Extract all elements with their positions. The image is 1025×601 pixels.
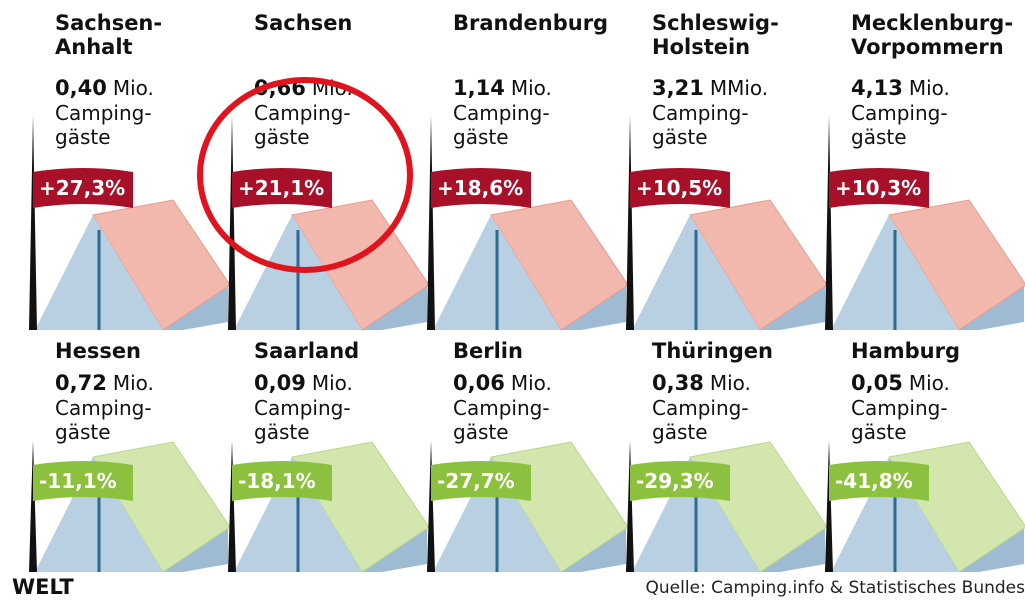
pole [29,115,37,330]
label: gäste [652,420,708,444]
pole [228,440,236,572]
unit: Mio. [511,371,552,395]
amount: 0,72 [55,371,107,395]
pole [825,440,833,572]
change: -29,3% [636,469,714,493]
amount: 0,05 [851,371,903,395]
label: Camping- [453,396,550,420]
unit: Mio. [113,76,154,100]
amount: 0,40 [55,76,107,100]
region-name: Sachsen [254,11,352,35]
unit: Mio. [113,371,154,395]
unit: Mio. [909,76,950,100]
amount: 1,14 [453,76,505,100]
region-name: Hamburg [851,339,960,363]
amount: 0,06 [453,371,505,395]
change: +18,6% [437,176,523,200]
change: +10,3% [835,176,921,200]
region-name: Mecklenburg- [851,11,1013,35]
pole [29,440,37,572]
infographic: +27,3%Sachsen-Anhalt0,40Mio.Camping-gäst… [0,0,1025,601]
amount: 3,21 [652,76,704,100]
label: Camping- [851,396,948,420]
region-name: Holstein [652,35,750,59]
change: -41,8% [835,469,913,493]
pole [626,440,634,572]
label: Camping- [55,396,152,420]
label: gäste [55,420,111,444]
region-name: Berlin [453,339,523,363]
region-name: Schleswig- [652,11,779,35]
label: gäste [55,125,111,149]
label: gäste [453,420,509,444]
label: gäste [453,125,509,149]
pole [626,115,634,330]
pole [228,115,236,330]
change: -11,1% [39,469,117,493]
amount: 4,13 [851,76,903,100]
unit: MMio. [710,76,768,100]
region-name: Sachsen- [55,11,162,35]
change: +10,5% [636,176,722,200]
unit: Mio. [909,371,950,395]
pole [427,440,435,572]
label: Camping- [652,396,749,420]
amount: 0,09 [254,371,306,395]
label: gäste [254,420,310,444]
unit: Mio. [710,371,751,395]
region-name: Saarland [254,339,359,363]
region-name: Thüringen [652,339,773,363]
pole [825,115,833,330]
label: gäste [851,420,907,444]
label: gäste [851,125,907,149]
change: -18,1% [238,469,316,493]
label: Camping- [254,396,351,420]
source: Quelle: Camping.info & Statistisches Bun… [646,578,1025,598]
label: Camping- [652,101,749,125]
logo: WELT [12,575,74,599]
region-name: Vorpommern [851,35,1004,59]
pole [427,115,435,330]
region-name: Anhalt [55,35,133,59]
unit: Mio. [312,371,353,395]
region-name: Hessen [55,339,141,363]
label: Camping- [851,101,948,125]
region-name: Brandenburg [453,11,608,35]
unit: Mio. [511,76,552,100]
label: gäste [652,125,708,149]
label: Camping- [453,101,550,125]
label: Camping- [55,101,152,125]
change: +21,1% [238,176,324,200]
amount: 0,38 [652,371,704,395]
label: gäste [254,125,310,149]
change: -27,7% [437,469,515,493]
label: Camping- [254,101,351,125]
change: +27,3% [39,176,125,200]
